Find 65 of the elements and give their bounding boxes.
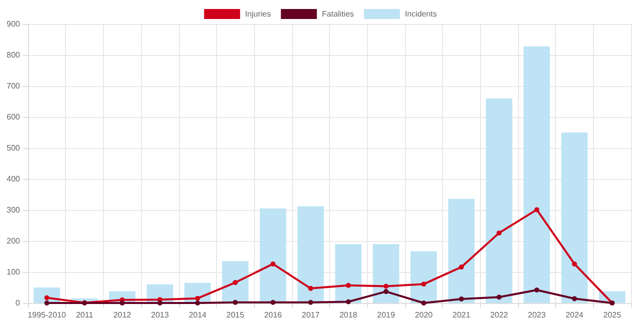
point [384, 284, 389, 289]
x-tick-label: 2024 [566, 310, 584, 320]
point [120, 300, 125, 306]
point [157, 300, 162, 306]
bar [486, 98, 512, 303]
point [572, 296, 577, 302]
x-tick-label: 2021 [452, 310, 471, 320]
bar [260, 208, 286, 303]
point [421, 282, 426, 287]
point [572, 261, 577, 266]
x-tick-label: 2015 [226, 310, 245, 320]
point [421, 300, 426, 306]
y-tick-label: 100 [6, 268, 21, 276]
bar [335, 244, 362, 303]
y-tick-label: 600 [6, 112, 21, 122]
point [534, 287, 540, 292]
x-tick-label: 2023 [528, 310, 546, 320]
point [44, 295, 50, 300]
bar [297, 206, 324, 303]
point [534, 207, 540, 212]
point [308, 300, 314, 305]
x-tick-label: 2017 [302, 310, 320, 320]
point [195, 296, 200, 301]
y-tick-label: 200 [6, 236, 21, 246]
x-tick-label: 2014 [188, 310, 208, 320]
point [44, 300, 50, 306]
bar [448, 198, 475, 303]
point [232, 300, 238, 305]
x-tick-label: 2025 [603, 310, 622, 320]
y-tick-label: 500 [6, 144, 21, 152]
legend-label: Fatalities [322, 10, 354, 18]
x-tick-label: 2012 [113, 310, 132, 320]
y-tick-label: 0 [16, 298, 21, 308]
x-tick-label: 2011 [76, 310, 94, 320]
point [308, 286, 314, 291]
point [270, 261, 276, 266]
x-tick-label: 1995-2010 [28, 310, 67, 320]
x-tick-label: 2016 [264, 310, 282, 320]
point [270, 300, 276, 305]
point [458, 264, 464, 270]
point [496, 294, 502, 300]
bar [222, 261, 248, 303]
point [195, 300, 200, 306]
x-tick-label: 2022 [490, 310, 509, 320]
y-tick-label: 900 [6, 20, 21, 28]
x-tick-label: 2013 [151, 310, 170, 320]
point [496, 230, 502, 236]
legend-label: Injuries [245, 10, 271, 18]
y-tick-label: 400 [6, 174, 21, 184]
y-tick-label: 300 [6, 206, 21, 214]
bar [524, 46, 550, 303]
x-tick-label: 2019 [377, 310, 396, 320]
bar [561, 132, 588, 303]
x-tick-label: 2020 [414, 310, 434, 320]
legend-label: Incidents [404, 10, 437, 18]
y-tick-label: 700 [6, 82, 21, 90]
x-tick-label: 2018 [339, 310, 358, 320]
bar [372, 244, 400, 303]
y-tick-label: 800 [6, 50, 21, 60]
point [458, 296, 464, 302]
point [346, 299, 351, 304]
bar [410, 251, 437, 303]
point [232, 280, 238, 286]
point [384, 289, 389, 294]
point [346, 282, 351, 288]
